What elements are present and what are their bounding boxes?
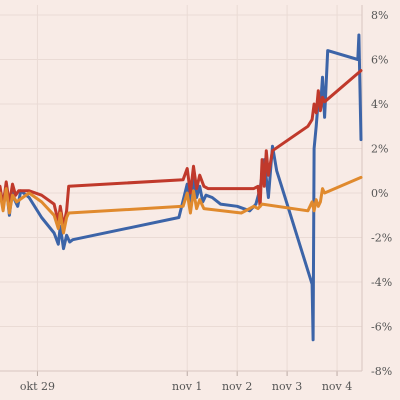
x-tick-label: nov 4 <box>322 380 352 393</box>
series-line-2 <box>0 69 363 228</box>
y-tick-label: -6% <box>371 321 392 334</box>
y-tick-label: 0% <box>371 187 388 200</box>
y-tick-label: 8% <box>371 9 388 22</box>
series-line-1 <box>0 33 363 342</box>
y-tick-label: 4% <box>371 98 388 111</box>
x-axis: okt 29 nov 1 nov 2 nov 3 nov 4 <box>0 370 362 393</box>
x-tick-label: nov 3 <box>272 380 302 393</box>
y-tick-label: -2% <box>371 232 392 245</box>
x-tick-label: nov 2 <box>222 380 252 393</box>
y-tick-label: -4% <box>371 276 392 289</box>
y-tick-label: -8% <box>371 365 392 378</box>
x-tick-label: nov 1 <box>172 380 202 393</box>
grid <box>0 5 362 372</box>
x-tick-label: okt 29 <box>20 380 55 393</box>
series-line-3 <box>0 175 363 235</box>
series-group <box>0 33 363 342</box>
y-tick-label: 2% <box>371 143 388 156</box>
y-axis: 8% 6% 4% 2% 0% -2% -4% -6% -8% <box>361 5 392 378</box>
y-tick-label: 6% <box>371 54 388 67</box>
